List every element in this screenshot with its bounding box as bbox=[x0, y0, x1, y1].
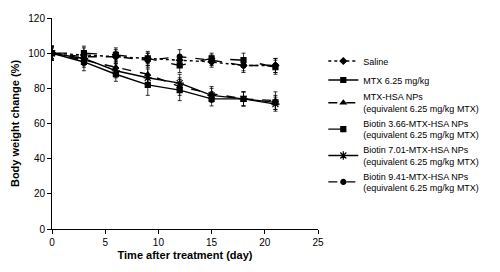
svg-text:Time after treatment (day): Time after treatment (day) bbox=[118, 249, 253, 261]
svg-text:Biotin 7.01-MTX-HSA NPs(equiva: Biotin 7.01-MTX-HSA NPs(equivalent 6.25 … bbox=[363, 145, 479, 167]
svg-text:15: 15 bbox=[206, 237, 218, 248]
svg-text:Body weight change (%): Body weight change (%) bbox=[9, 60, 21, 187]
svg-text:20: 20 bbox=[34, 188, 46, 199]
svg-text:0: 0 bbox=[39, 224, 45, 235]
svg-text:Biotin 9.41-MTX-HSA NPs(equiva: Biotin 9.41-MTX-HSA NPs(equivalent 6.25 … bbox=[363, 172, 479, 194]
svg-text:Biotin 3.66-MTX-HSA NPs(equiva: Biotin 3.66-MTX-HSA NPs(equivalent 6.25 … bbox=[363, 119, 479, 141]
svg-text:MTX 6.25 mg/kg: MTX 6.25 mg/kg bbox=[363, 76, 429, 86]
svg-text:MTX-HSA NPs(equivalent 6.25 mg: MTX-HSA NPs(equivalent 6.25 mg/kg MTX) bbox=[363, 92, 479, 114]
svg-text:40: 40 bbox=[34, 153, 46, 164]
svg-text:80: 80 bbox=[34, 83, 46, 94]
svg-text:60: 60 bbox=[34, 118, 46, 129]
svg-text:Saline: Saline bbox=[363, 57, 388, 67]
svg-text:20: 20 bbox=[259, 237, 271, 248]
svg-text:10: 10 bbox=[153, 237, 165, 248]
svg-text:5: 5 bbox=[102, 237, 108, 248]
svg-text:100: 100 bbox=[28, 48, 45, 59]
svg-text:120: 120 bbox=[28, 13, 45, 24]
svg-text:0: 0 bbox=[49, 237, 55, 248]
svg-text:25: 25 bbox=[312, 237, 324, 248]
